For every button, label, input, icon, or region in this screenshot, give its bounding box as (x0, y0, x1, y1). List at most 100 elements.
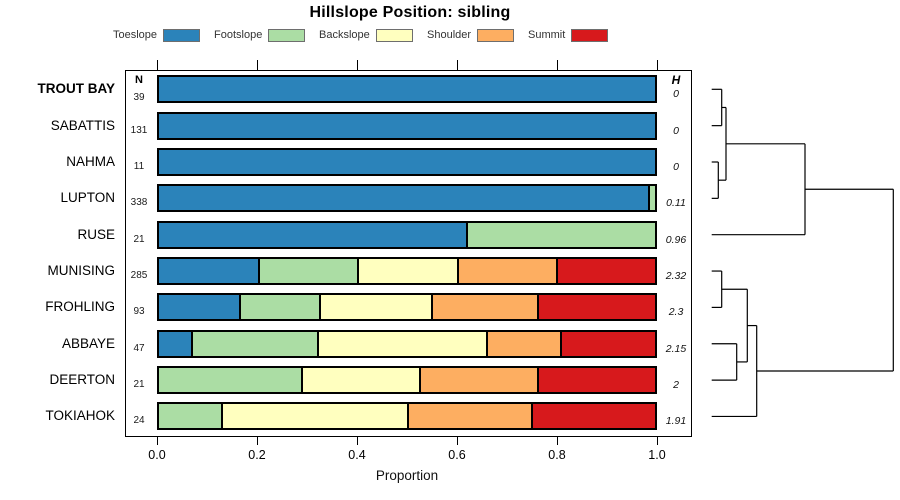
bar-segment-toeslope (159, 331, 191, 356)
bar-segment-shoulder (407, 404, 531, 429)
legend-label: Summit (528, 29, 566, 41)
bar-lupton (157, 184, 657, 213)
legend-item-summit: Summit (528, 27, 609, 43)
row-label-tokiahok: TOKIAHOK (45, 408, 115, 424)
legend-swatch-summit (571, 28, 609, 42)
x-axis-label: Proportion (375, 468, 439, 483)
row-n-value: 131 (130, 124, 148, 136)
bar-abbaye (157, 329, 657, 358)
row-n-value: 11 (133, 161, 145, 172)
bar-segment-toeslope (159, 150, 655, 174)
row-h-value: 0.96 (665, 233, 687, 246)
axis-tick (657, 437, 658, 445)
bar-segment-summit (560, 331, 655, 356)
axis-tick-label: 0.4 (348, 448, 366, 462)
row-label-frohling: FROHLING (45, 299, 115, 315)
bar-trout-bay (157, 75, 657, 104)
row-n-value: 285 (130, 270, 148, 282)
row-h-value: 0 (673, 88, 679, 101)
legend-item-backslope: Backslope (319, 27, 413, 43)
row-h-value: 2.15 (665, 342, 687, 355)
row-n-value: 39 (133, 92, 145, 104)
row-n-value: 93 (133, 306, 145, 318)
legend-label: Backslope (319, 29, 370, 41)
axis-tick-label: 0.2 (248, 448, 266, 462)
row-label-ruse: RUSE (77, 226, 115, 242)
axis-tick (157, 437, 158, 445)
row-n-value: 21 (133, 233, 145, 245)
row-label-sabattis: SABATTIS (50, 117, 115, 133)
legend-item-shoulder: Shoulder (427, 27, 515, 43)
axis-tick-label: 0.8 (548, 448, 566, 462)
bar-sabattis (157, 111, 657, 140)
row-label-deerton: DEERTON (49, 372, 115, 388)
axis-tick (557, 60, 558, 70)
bar-segment-toeslope (159, 259, 258, 284)
bar-segment-backslope (319, 295, 431, 320)
axis-tick-label: 0.0 (148, 448, 166, 462)
row-label-nahma: NAHMA (66, 154, 115, 169)
bar-segment-summit (537, 368, 655, 393)
bar-segment-footslope (191, 331, 317, 356)
axis-tick (357, 60, 358, 70)
legend-item-footslope: Footslope (214, 27, 306, 43)
bar-segment-summit (556, 259, 655, 284)
axis-tick (557, 437, 558, 445)
row-n-value: 47 (133, 342, 145, 354)
bar-segment-footslope (239, 295, 319, 320)
bar-segment-shoulder (419, 368, 537, 393)
bar-segment-footslope (648, 186, 655, 211)
bar-segment-shoulder (431, 295, 537, 320)
bar-segment-toeslope (159, 186, 648, 211)
legend-label: Shoulder (427, 29, 472, 41)
bar-segment-footslope (466, 222, 655, 247)
row-label-munising: MUNISING (47, 263, 116, 279)
legend-label: Toeslope (113, 29, 158, 41)
n-column-header: N (135, 74, 143, 86)
axis-tick-label: 0.6 (448, 448, 466, 462)
h-column-header: H (671, 73, 681, 87)
axis-tick (657, 60, 658, 70)
legend-swatch-toeslope (163, 28, 201, 42)
bar-segment-summit (537, 295, 655, 320)
bar-segment-footslope (159, 404, 221, 429)
axis-tick-label: 1.0 (648, 448, 666, 462)
bar-segment-backslope (301, 368, 419, 393)
bar-segment-toeslope (159, 295, 239, 320)
bar-segment-backslope (221, 404, 407, 429)
legend-item-toeslope: Toeslope (113, 27, 201, 43)
bar-segment-toeslope (159, 77, 655, 102)
bar-nahma (157, 148, 657, 176)
bar-segment-shoulder (457, 259, 556, 284)
row-label-lupton: LUPTON (60, 190, 115, 206)
bar-segment-footslope (258, 259, 357, 284)
row-n-value: 21 (133, 379, 145, 391)
row-h-value: 0 (673, 124, 679, 137)
axis-tick (457, 60, 458, 70)
bar-segment-toeslope (159, 222, 466, 247)
plot-area (125, 70, 692, 437)
bar-segment-backslope (357, 259, 457, 284)
bar-segment-summit (531, 404, 655, 429)
axis-tick (157, 60, 158, 70)
chart-title: Hillslope Position: sibling (309, 4, 511, 21)
row-h-value: 2.32 (665, 270, 687, 283)
bar-ruse (157, 220, 657, 249)
row-h-value: 2.3 (668, 306, 684, 319)
legend-label: Footslope (214, 29, 263, 41)
row-h-value: 0 (673, 161, 679, 173)
bar-segment-footslope (159, 368, 301, 393)
row-n-value: 338 (130, 197, 148, 209)
row-label-trout-bay: TROUT BAY (37, 81, 115, 97)
bar-tokiahok (157, 402, 657, 431)
row-h-value: 2 (673, 379, 679, 392)
bar-frohling (157, 293, 657, 322)
row-h-value: 1.91 (665, 415, 687, 428)
bar-deerton (157, 366, 657, 395)
axis-tick (257, 60, 258, 70)
bar-segment-backslope (317, 331, 486, 356)
axis-tick (357, 437, 358, 445)
bar-segment-toeslope (159, 113, 655, 138)
